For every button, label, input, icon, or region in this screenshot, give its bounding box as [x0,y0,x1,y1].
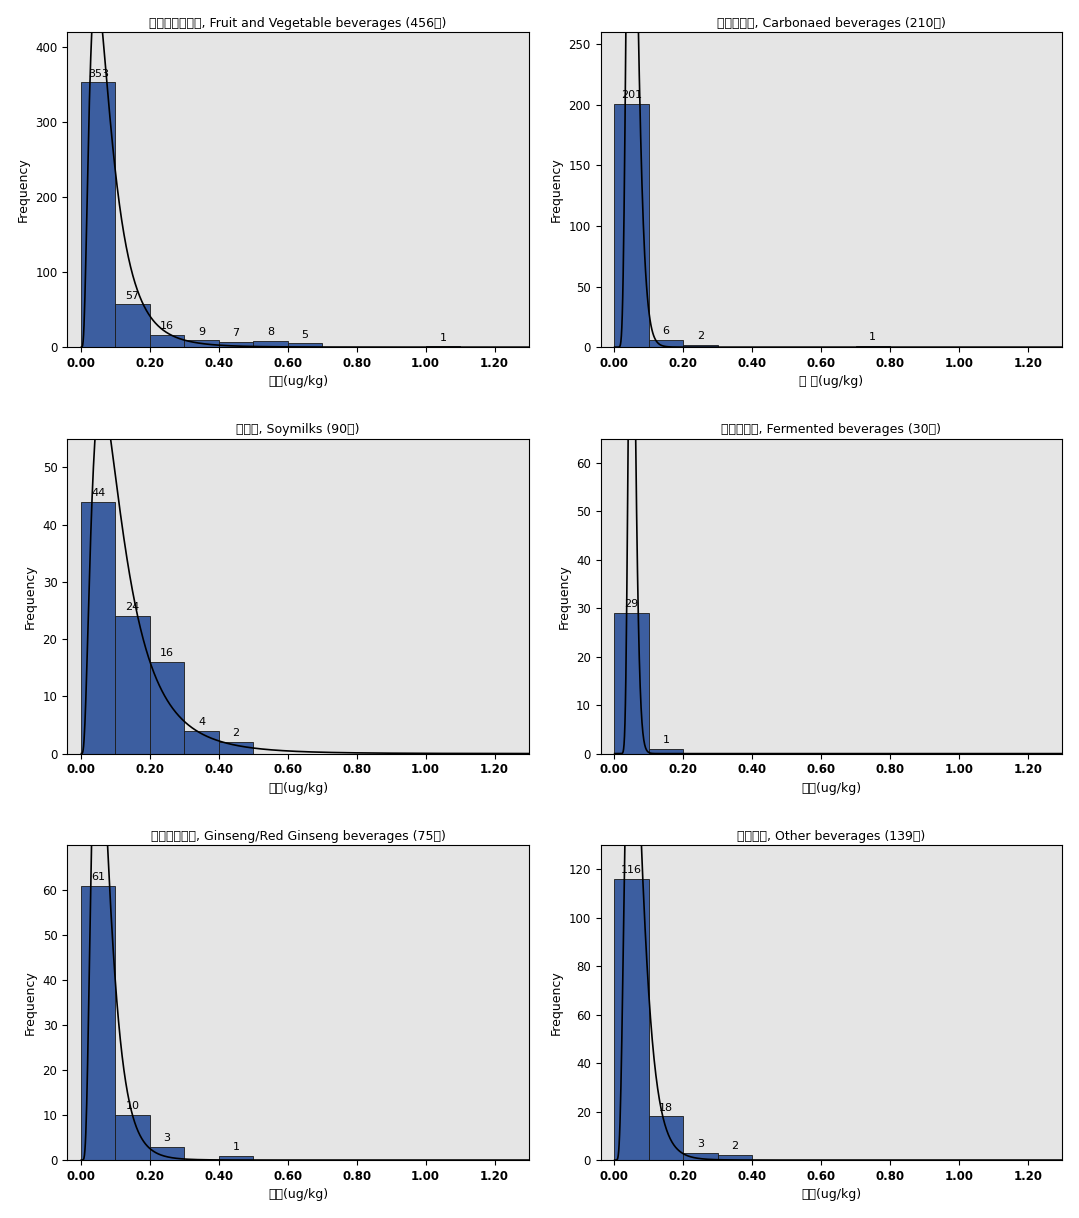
X-axis label: 농도(ug/kg): 농도(ug/kg) [802,1189,861,1201]
X-axis label: 농도(ug/kg): 농도(ug/kg) [268,782,328,795]
Bar [115,616,150,754]
Bar [614,104,648,347]
Y-axis label: Frequency: Frequency [550,971,563,1035]
Y-axis label: Frequency: Frequency [16,157,29,222]
Text: 2: 2 [232,728,240,738]
Text: 44: 44 [91,488,106,498]
X-axis label: 농도(ug/kg): 농도(ug/kg) [802,782,861,795]
Bar [219,742,254,754]
Bar [150,663,185,754]
Text: 116: 116 [622,865,642,876]
Text: 29: 29 [625,599,639,609]
Bar [254,341,288,347]
Text: 24: 24 [125,603,140,613]
Text: 9: 9 [199,326,205,336]
Bar [81,502,115,754]
Bar [648,749,683,754]
Title: 탄산음료류, Carbonaed beverages (210건): 탄산음료류, Carbonaed beverages (210건) [716,17,946,29]
Text: 6: 6 [663,326,669,336]
Bar [648,1117,683,1160]
Y-axis label: Frequency: Frequency [24,564,37,628]
Bar [614,613,648,754]
Text: 16: 16 [160,648,174,658]
Bar [185,731,219,754]
Bar [115,1114,150,1160]
X-axis label: 농도(ug/kg): 농도(ug/kg) [268,1189,328,1201]
Text: 10: 10 [125,1101,139,1111]
Text: 2: 2 [697,331,704,341]
Text: 61: 61 [92,872,106,882]
Text: 1: 1 [870,333,876,342]
Title: 발효음료류, Fermented beverages (30건): 발효음료류, Fermented beverages (30건) [722,423,941,436]
Title: 두유류, Soymilks (90건): 두유류, Soymilks (90건) [236,423,360,436]
Text: 8: 8 [267,328,274,337]
Bar [185,340,219,347]
Text: 3: 3 [164,1133,170,1142]
X-axis label: 농도(ug/kg): 농도(ug/kg) [268,375,328,389]
Y-axis label: Frequency: Frequency [24,971,37,1035]
Bar [648,340,683,347]
Y-axis label: Frequency: Frequency [558,564,571,628]
Text: 201: 201 [620,90,642,100]
Bar [683,345,718,347]
Text: 7: 7 [232,328,240,339]
Text: 5: 5 [301,330,309,340]
Title: 과일체소류음료, Fruit and Vegetable beverages (456건): 과일체소류음료, Fruit and Vegetable beverages (… [149,17,447,29]
Bar [614,879,648,1160]
Y-axis label: Frequency: Frequency [550,157,563,222]
Text: 1: 1 [439,333,447,342]
Text: 18: 18 [659,1102,673,1113]
Text: 1: 1 [233,1141,240,1152]
Text: 57: 57 [125,291,140,301]
Text: 353: 353 [87,68,109,79]
Bar [150,1146,185,1160]
Text: 2: 2 [732,1141,738,1151]
Title: 인삼홍삼음료, Ginseng/Red Ginseng beverages (75건): 인삼홍삼음료, Ginseng/Red Ginseng beverages (7… [151,829,446,843]
Text: 4: 4 [199,717,205,727]
Bar [683,1152,718,1160]
Bar [288,343,323,347]
X-axis label: 농 도(ug/kg): 농 도(ug/kg) [800,375,863,389]
Bar [219,342,254,347]
Bar [81,83,115,347]
Text: 16: 16 [160,322,174,331]
Bar [81,885,115,1160]
Text: 3: 3 [697,1139,704,1149]
Bar [150,335,185,347]
Text: 1: 1 [663,734,669,745]
Bar [718,1155,752,1160]
Title: 기타음료, Other beverages (139건): 기타음료, Other beverages (139건) [737,829,926,843]
Bar [115,304,150,347]
Bar [219,1156,254,1160]
